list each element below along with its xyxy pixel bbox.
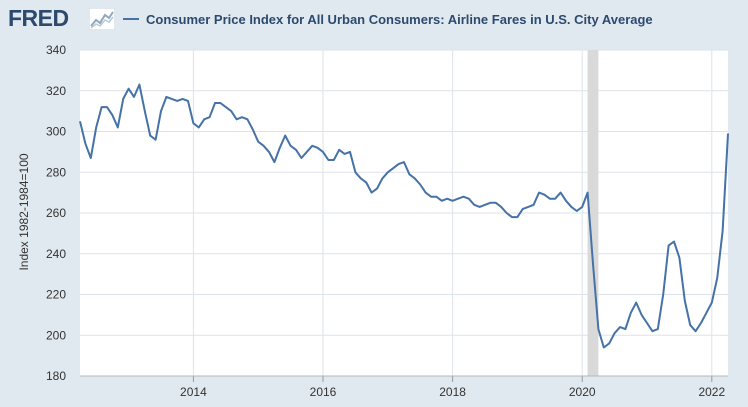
y-tick-label: 280 <box>46 165 66 179</box>
y-tick-label: 220 <box>46 288 66 302</box>
x-axis: 2014 2016 2018 2020 2022 <box>80 375 728 399</box>
y-tick-label: 300 <box>46 125 66 139</box>
chart-title: Consumer Price Index for All Urban Consu… <box>146 12 653 27</box>
fred-logo[interactable]: FRED <box>8 5 69 31</box>
y-tick-label: 240 <box>46 247 66 261</box>
y-tick-label: 200 <box>46 328 66 342</box>
y-tick-label: 180 <box>46 369 66 383</box>
x-tick-label: 2016 <box>310 385 337 399</box>
y-tick-label: 340 <box>46 43 66 57</box>
legend-series-swatch <box>123 18 139 20</box>
y-tick-label: 320 <box>46 84 66 98</box>
y-axis-label: Index 1982-1984=100 <box>17 153 31 270</box>
y-axis: 180 200 220 240 260 280 300 320 340 <box>46 43 66 383</box>
y-tick-label: 260 <box>46 206 66 220</box>
x-tick-label: 2022 <box>698 385 725 399</box>
series-line <box>79 83 729 349</box>
chart-header: FRED Consumer Price Index for All Urban … <box>0 0 748 48</box>
x-tick-label: 2020 <box>569 385 596 399</box>
fred-chart-logo-icon <box>89 8 115 30</box>
recession-shading <box>587 50 599 376</box>
x-tick-label: 2018 <box>439 385 466 399</box>
x-tick-label: 2014 <box>180 385 207 399</box>
